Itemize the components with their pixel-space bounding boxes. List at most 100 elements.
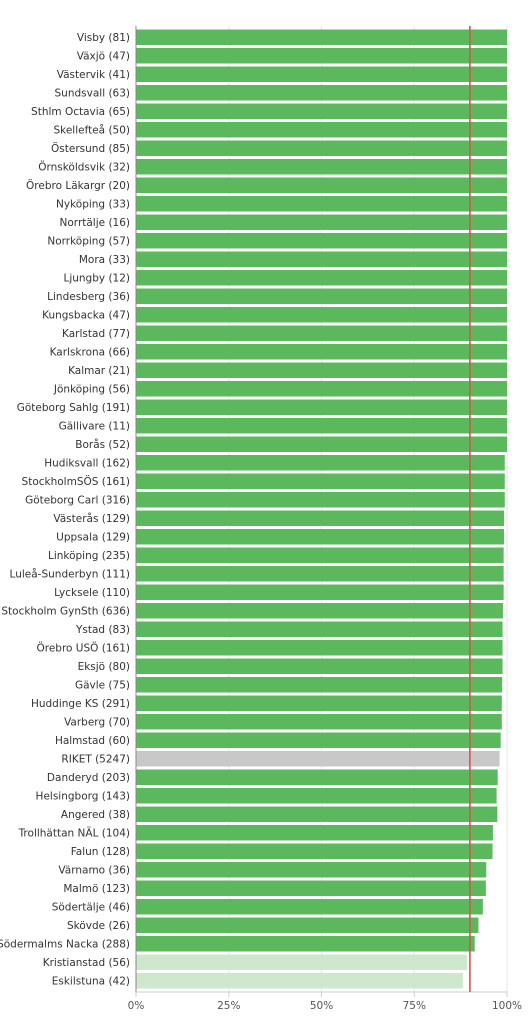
category-label-43: Trollhättan NÄL (104) bbox=[18, 827, 130, 840]
category-label-17: Karlskrona (66) bbox=[50, 347, 130, 359]
bar-17[interactable] bbox=[136, 344, 507, 360]
category-label-46: Malmö (123) bbox=[63, 883, 130, 895]
category-label-3: Sundsvall (63) bbox=[55, 88, 130, 100]
bar-13[interactable] bbox=[136, 270, 507, 286]
bar-47[interactable] bbox=[136, 899, 483, 915]
category-label-14: Lindesberg (36) bbox=[47, 291, 130, 303]
x-tick-label-0: 0% bbox=[128, 1000, 145, 1012]
bar-8[interactable] bbox=[136, 177, 507, 194]
bar-40[interactable] bbox=[136, 769, 498, 786]
x-tick-label-25: 25% bbox=[217, 1000, 240, 1012]
bar-21[interactable] bbox=[136, 418, 507, 434]
category-label-10: Norrtälje (16) bbox=[60, 217, 130, 229]
bar-29[interactable] bbox=[136, 566, 504, 582]
bars-group bbox=[136, 29, 507, 989]
bar-46[interactable] bbox=[136, 880, 486, 897]
bar-27[interactable] bbox=[136, 529, 505, 545]
bar-22[interactable] bbox=[136, 436, 507, 453]
bar-28[interactable] bbox=[136, 547, 504, 564]
bar-49[interactable] bbox=[136, 936, 475, 952]
category-label-37: Varberg (70) bbox=[64, 717, 130, 729]
category-label-7: Örnsköldsvik (32) bbox=[38, 161, 130, 174]
category-labels: Visby (81) Växjö (47) Västervik (41) Sundsv… bbox=[0, 32, 130, 988]
bar-31[interactable] bbox=[136, 603, 503, 619]
bar-7[interactable] bbox=[136, 159, 507, 175]
bar-32[interactable] bbox=[136, 621, 503, 638]
x-tick-label-50: 50% bbox=[310, 1000, 333, 1012]
bar-15[interactable] bbox=[136, 307, 507, 323]
bar-19[interactable] bbox=[136, 381, 507, 397]
category-label-35: Gävle (75) bbox=[75, 680, 130, 692]
category-label-22: Borås (52) bbox=[75, 438, 130, 451]
bar-44[interactable] bbox=[136, 843, 493, 860]
category-label-30: Lycksele (110) bbox=[54, 587, 130, 599]
bar-18[interactable] bbox=[136, 362, 507, 379]
bar-20[interactable] bbox=[136, 399, 507, 416]
category-label-25: Göteborg Carl (316) bbox=[25, 495, 130, 507]
category-label-2: Västervik (41) bbox=[57, 69, 130, 81]
bar-6[interactable] bbox=[136, 140, 507, 157]
bar-24[interactable] bbox=[136, 473, 505, 490]
bar-36[interactable] bbox=[136, 695, 502, 712]
bar-38[interactable] bbox=[136, 732, 501, 749]
category-label-6: Östersund (85) bbox=[51, 142, 130, 155]
bar-5[interactable] bbox=[136, 122, 507, 138]
bar-1[interactable] bbox=[136, 48, 507, 64]
x-axis: 0% 25% 50% 75% 100% bbox=[128, 26, 522, 1012]
bar-25[interactable] bbox=[136, 492, 505, 508]
bar-9[interactable] bbox=[136, 196, 507, 212]
category-label-4: Sthlm Octavia (65) bbox=[31, 106, 130, 118]
category-label-42: Angered (38) bbox=[61, 809, 130, 821]
bar-16[interactable] bbox=[136, 325, 507, 342]
bar-30[interactable] bbox=[136, 584, 504, 601]
x-tick-label-75: 75% bbox=[403, 1000, 426, 1012]
bar-39[interactable] bbox=[136, 751, 500, 767]
category-label-12: Mora (33) bbox=[79, 254, 130, 266]
category-label-34: Eksjö (80) bbox=[78, 661, 130, 673]
bar-0[interactable] bbox=[136, 29, 507, 46]
bar-11[interactable] bbox=[136, 233, 507, 249]
bar-23[interactable] bbox=[136, 455, 505, 471]
bar-12[interactable] bbox=[136, 251, 507, 268]
category-label-23: Hudiksvall (162) bbox=[44, 458, 130, 470]
category-label-20: Göteborg Sahlg (191) bbox=[17, 402, 130, 414]
category-label-45: Värnamo (36) bbox=[58, 865, 130, 877]
category-label-33: Örebro USÖ (161) bbox=[36, 642, 130, 655]
category-label-48: Skövde (26) bbox=[67, 920, 130, 932]
bar-45[interactable] bbox=[136, 862, 487, 878]
category-label-16: Karlstad (77) bbox=[62, 328, 130, 340]
category-label-13: Ljungby (12) bbox=[63, 273, 130, 285]
bar-34[interactable] bbox=[136, 658, 503, 675]
category-label-9: Nyköping (33) bbox=[56, 199, 130, 211]
bar-14[interactable] bbox=[136, 288, 507, 305]
bar-43[interactable] bbox=[136, 825, 493, 841]
category-label-27: Uppsala (129) bbox=[56, 532, 130, 544]
bar-10[interactable] bbox=[136, 214, 507, 231]
bar-41[interactable] bbox=[136, 788, 497, 804]
category-label-47: Södertälje (46) bbox=[52, 902, 130, 914]
bar-50[interactable] bbox=[136, 954, 468, 971]
category-label-32: Ystad (83) bbox=[75, 624, 130, 636]
bar-2[interactable] bbox=[136, 66, 507, 83]
category-label-21: Gällivare (11) bbox=[59, 421, 130, 433]
category-label-38: Halmstad (60) bbox=[55, 735, 130, 747]
bar-35[interactable] bbox=[136, 677, 503, 693]
bar-33[interactable] bbox=[136, 640, 503, 656]
category-label-44: Falun (128) bbox=[71, 846, 130, 858]
category-label-24: StockholmSÖS (161) bbox=[22, 475, 130, 488]
bar-48[interactable] bbox=[136, 917, 479, 934]
category-label-5: Skellefteå (50) bbox=[53, 124, 130, 137]
bar-37[interactable] bbox=[136, 714, 502, 730]
category-label-51: Eskilstuna (42) bbox=[52, 976, 130, 988]
category-label-39: RIKET (5247) bbox=[61, 754, 130, 766]
category-label-40: Danderyd (203) bbox=[47, 772, 130, 784]
category-label-18: Kalmar (21) bbox=[68, 365, 130, 377]
x-tick-label-100: 100% bbox=[492, 1000, 522, 1012]
bar-26[interactable] bbox=[136, 510, 505, 527]
bar-42[interactable] bbox=[136, 806, 498, 823]
bar-51[interactable] bbox=[136, 973, 463, 989]
bar-3[interactable] bbox=[136, 85, 507, 101]
bar-4[interactable] bbox=[136, 103, 507, 120]
